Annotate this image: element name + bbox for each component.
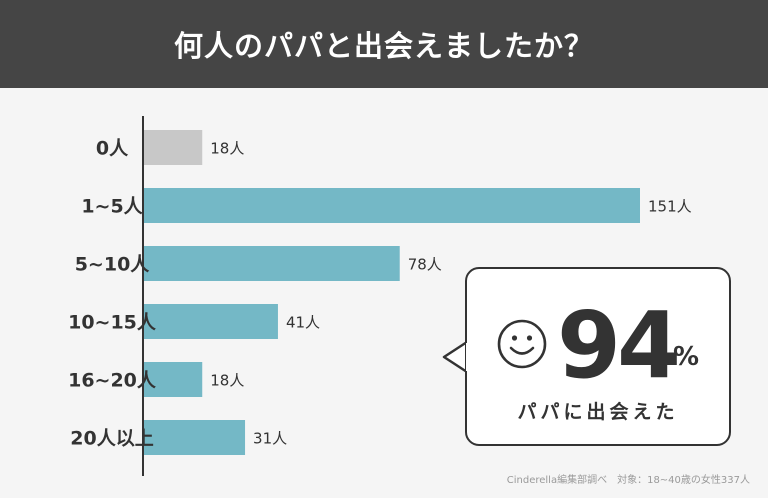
category-label: 16~20人 xyxy=(68,370,157,392)
chart-title: 何人のパパと出会えましたか？ xyxy=(173,29,594,63)
callout-caption: パパに出会えた xyxy=(517,401,679,423)
bar xyxy=(143,188,640,223)
value-label: 151人 xyxy=(648,198,692,216)
value-label: 41人 xyxy=(286,314,320,332)
bar xyxy=(143,246,400,281)
value-label: 18人 xyxy=(210,140,244,158)
title-bar: 何人のパパと出会えましたか？ xyxy=(0,0,768,88)
value-label: 31人 xyxy=(253,430,287,448)
callout-tail xyxy=(442,340,468,374)
callout-tail-cover xyxy=(466,343,470,371)
callout-box xyxy=(465,267,731,446)
bar xyxy=(143,420,246,455)
callout-value: 94 xyxy=(557,292,681,399)
category-label: 1~5人 xyxy=(81,196,143,218)
value-label: 18人 xyxy=(210,372,244,390)
value-label: 78人 xyxy=(408,256,442,274)
bar xyxy=(143,130,203,165)
source-note: Cinderella編集部調べ 対象：18~40歳の女性337人 xyxy=(506,475,750,486)
bar xyxy=(143,362,203,397)
category-label: 0人 xyxy=(96,138,129,160)
category-label: 5~10人 xyxy=(75,254,151,276)
category-label: 20人以上 xyxy=(70,428,153,450)
bar xyxy=(143,304,278,339)
category-label: 10~15人 xyxy=(68,312,157,334)
smile-icon xyxy=(497,319,547,369)
callout-unit: % xyxy=(673,342,700,372)
